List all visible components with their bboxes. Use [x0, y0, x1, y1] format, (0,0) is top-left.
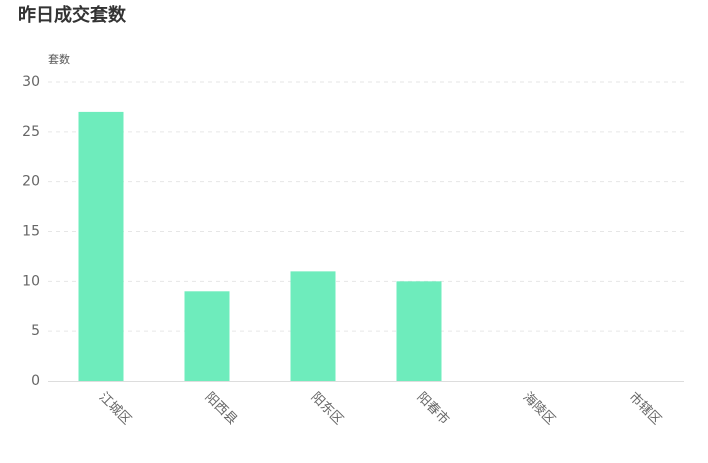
bar	[396, 281, 442, 381]
y-tick-label: 30	[22, 74, 40, 90]
y-tick-label: 10	[22, 273, 40, 289]
chart-title: 昨日成交套数	[18, 4, 127, 26]
x-tick-label: 阳东区	[308, 390, 346, 428]
bar	[290, 271, 336, 381]
x-tick-label: 海陵区	[520, 390, 558, 428]
y-tick-label: 20	[22, 174, 40, 190]
y-axis-label: 套数	[48, 53, 70, 66]
x-tick-label: 江城区	[96, 390, 134, 428]
x-tick-label: 市辖区	[626, 389, 665, 428]
bar	[78, 111, 124, 382]
y-tick-label: 15	[22, 224, 40, 240]
bar	[184, 291, 230, 381]
y-tick-label: 0	[31, 373, 40, 389]
x-tick-label: 阳春市	[414, 389, 453, 428]
x-tick-label: 阳西县	[202, 390, 240, 428]
y-tick-label: 25	[22, 124, 40, 140]
y-tick-label: 5	[31, 323, 40, 339]
